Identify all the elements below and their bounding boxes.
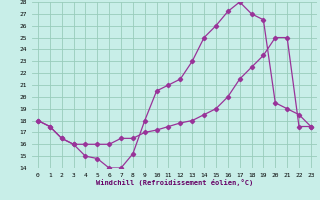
X-axis label: Windchill (Refroidissement éolien,°C): Windchill (Refroidissement éolien,°C) — [96, 179, 253, 186]
